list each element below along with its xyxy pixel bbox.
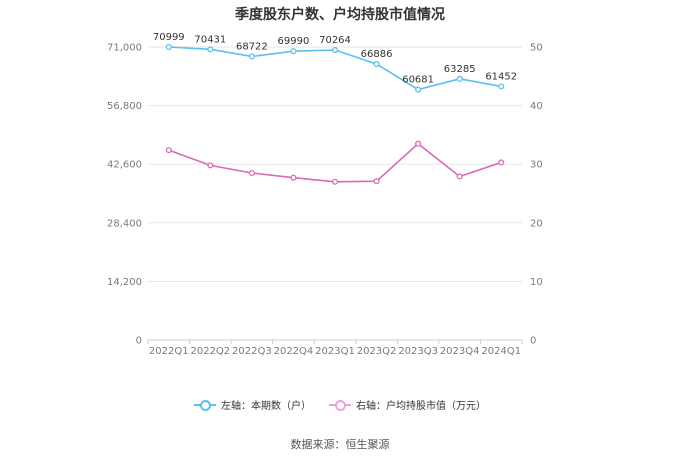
point-shareholders [207, 46, 214, 53]
legend-swatch-left [194, 399, 216, 411]
point-shareholders [498, 83, 505, 90]
grid-lines [148, 46, 522, 341]
data-label: 60681 [402, 75, 434, 86]
y-left-tick-label: 71,000 [107, 43, 142, 54]
data-label: 70999 [153, 32, 185, 43]
y-right-tick-label: 10 [530, 277, 543, 288]
y-left-tick-label: 14,200 [107, 277, 142, 288]
series [165, 43, 505, 185]
legend-swatch-right [329, 399, 351, 411]
point-avg-value [415, 140, 422, 147]
data-label: 63285 [444, 64, 476, 75]
point-avg-value [165, 147, 172, 154]
point-avg-value [290, 174, 297, 181]
y-left-tick-label: 28,400 [107, 218, 142, 229]
series-line-avg-value [168, 142, 502, 183]
x-tick-label: 2024Q1 [481, 346, 521, 357]
x-tick-label: 2023Q2 [357, 346, 397, 357]
point-shareholders [373, 60, 380, 68]
y-left-tick-label: 42,600 [107, 160, 142, 171]
y-right-tick-label: 0 [530, 336, 536, 347]
legend: 左轴：本期数（户） 右轴：户均持股市值（万元） [0, 397, 680, 412]
point-shareholders [456, 75, 463, 82]
point-shareholders [331, 46, 339, 54]
y-right-tick-label: 20 [530, 218, 543, 229]
legend-label-left: 左轴：本期数（户） [221, 401, 311, 412]
chart-title: 季度股东户数、户均持股市值情况 [235, 7, 445, 23]
y-left-tick-label: 0 [136, 336, 142, 347]
data-label: 61452 [485, 71, 517, 82]
data-labels: 70999 70431 68722 69990 70264 66886 60681 63285… [153, 32, 517, 86]
point-shareholders [290, 48, 297, 55]
point-shareholders [248, 53, 255, 60]
x-tick-label: 2022Q1 [149, 346, 189, 357]
y-left-tick-label: 56,800 [107, 101, 142, 112]
data-label: 66886 [361, 49, 393, 60]
point-avg-value [207, 162, 214, 169]
point-avg-value [498, 159, 505, 166]
point-avg-value [456, 173, 463, 180]
data-label: 70264 [319, 35, 351, 46]
x-tick-label: 2023Q1 [315, 346, 355, 357]
point-shareholders [415, 86, 422, 93]
y-right-tick-label: 40 [530, 101, 543, 112]
axes: 0 14,200 28,400 42,600 56,800 71,000 0 10 20 30 40… [107, 43, 543, 358]
point-avg-value [331, 178, 339, 185]
x-tick-label: 2022Q4 [274, 346, 314, 357]
data-label: 68722 [236, 41, 268, 52]
data-label: 69990 [278, 36, 310, 47]
legend-item-right[interactable]: 右轴：户均持股市值（万元） [329, 397, 486, 412]
data-label: 70431 [194, 34, 226, 45]
x-tick-label: 2023Q4 [440, 346, 480, 357]
y-right-tick-label: 50 [530, 43, 543, 54]
point-shareholders [165, 43, 172, 51]
legend-item-left[interactable]: 左轴：本期数（户） [194, 397, 311, 412]
point-avg-value [373, 178, 380, 185]
data-source: 数据来源：恒生聚源 [290, 438, 390, 451]
x-tick-label: 2023Q3 [398, 346, 438, 357]
y-right-tick-label: 30 [530, 160, 543, 171]
x-tick-label: 2022Q3 [232, 346, 272, 357]
point-avg-value [248, 169, 255, 177]
x-tick-label: 2022Q2 [190, 346, 230, 357]
legend-label-right: 右轴：户均持股市值（万元） [356, 401, 486, 412]
